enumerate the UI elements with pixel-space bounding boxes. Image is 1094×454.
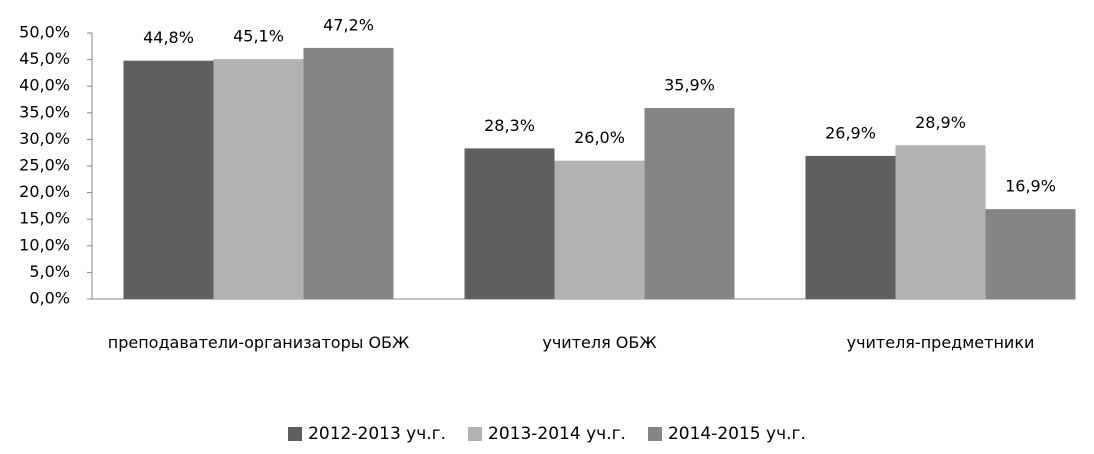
y-tick-label: 15,0% <box>19 209 70 228</box>
legend: 2012-2013 уч.г. 2013-2014 уч.г. 2014-2015 … <box>0 424 1094 444</box>
bar <box>464 148 555 299</box>
bar <box>213 59 304 300</box>
legend-item: 2014-2015 уч.г. <box>647 424 806 444</box>
data-label: 44,8% <box>143 28 194 47</box>
legend-swatch <box>647 427 662 441</box>
y-tick-label: 45,0% <box>19 49 70 68</box>
data-label: 35,9% <box>664 76 715 95</box>
y-tick-label: 50,0% <box>19 23 70 42</box>
data-label: 16,9% <box>1005 177 1056 196</box>
data-label: 28,3% <box>484 116 535 135</box>
bar <box>985 209 1076 299</box>
y-tick-label: 10,0% <box>19 235 70 254</box>
legend-item: 2013-2014 уч.г. <box>468 424 626 444</box>
y-tick-label: 25,0% <box>19 156 70 175</box>
y-tick-label: 5,0% <box>29 262 70 281</box>
bar <box>123 60 214 299</box>
legend-label: 2012-2013 уч.г. <box>308 424 447 444</box>
legend-swatch <box>468 427 483 441</box>
legend-item: 2012-2013 уч.г. <box>288 424 446 444</box>
data-label: 47,2% <box>323 15 374 34</box>
legend-label: 2013-2014 уч.г. <box>488 424 626 444</box>
data-label: 28,9% <box>915 113 966 132</box>
bar <box>303 47 394 300</box>
y-tick-label: 0,0% <box>29 289 70 308</box>
data-label: 26,9% <box>825 123 876 142</box>
bar <box>805 155 896 299</box>
bar <box>644 108 735 300</box>
y-tick-label: 30,0% <box>19 129 70 148</box>
bar <box>895 145 986 299</box>
bar <box>554 160 645 299</box>
y-tick-label: 20,0% <box>19 182 70 201</box>
data-label: 26,0% <box>574 128 625 147</box>
x-tick-label: учителя ОБЖ <box>542 333 657 352</box>
legend-swatch <box>288 427 303 441</box>
x-tick-label: преподаватели-организаторы ОБЖ <box>107 333 410 352</box>
legend-label: 2014-2015 уч.г. <box>667 424 806 444</box>
y-tick-label: 35,0% <box>19 102 70 121</box>
y-tick-label: 40,0% <box>19 76 70 95</box>
data-label: 45,1% <box>233 27 284 46</box>
x-tick-label: учителя-предметники <box>846 333 1035 352</box>
